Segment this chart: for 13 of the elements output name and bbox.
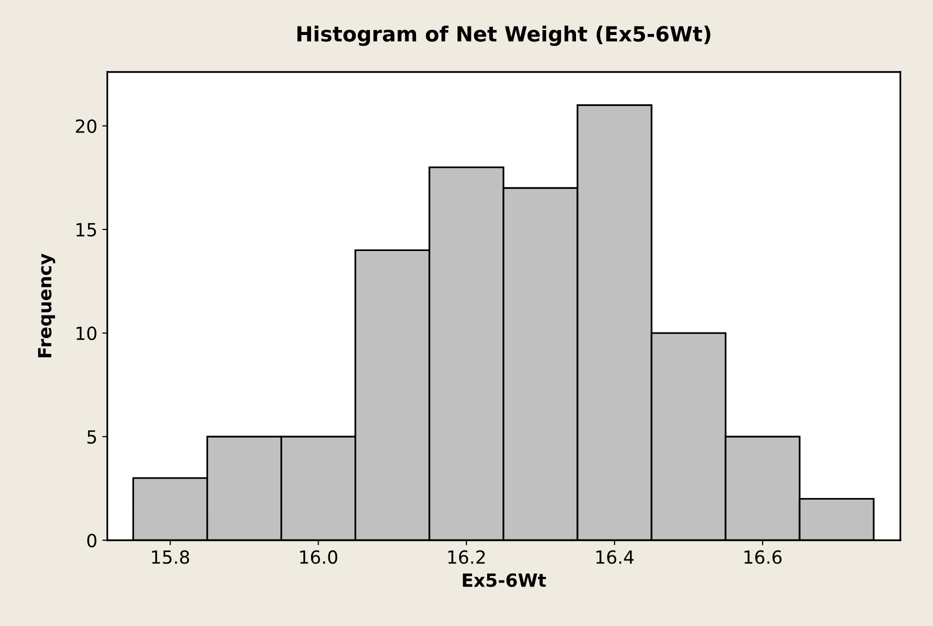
x-tick-label: 16.2 (448, 550, 485, 564)
y-axis-title: Frequency (38, 254, 56, 358)
x-axis-title: Ex5-6Wt (462, 573, 546, 587)
x-tick-label: 15.8 (152, 550, 190, 564)
y-tick-label: 10 (76, 326, 96, 340)
y-tick-label: 20 (76, 119, 96, 133)
x-tick-label: 16.6 (744, 550, 782, 564)
x-tick-label: 16.0 (300, 550, 338, 564)
chart-title: Histogram of Net Weight (Ex5-6Wt) (297, 26, 710, 46)
y-tick-label: 0 (87, 534, 96, 548)
y-tick-label: 15 (76, 223, 96, 237)
y-tick-label: 5 (87, 430, 96, 444)
x-tick-label: 16.4 (596, 550, 634, 564)
